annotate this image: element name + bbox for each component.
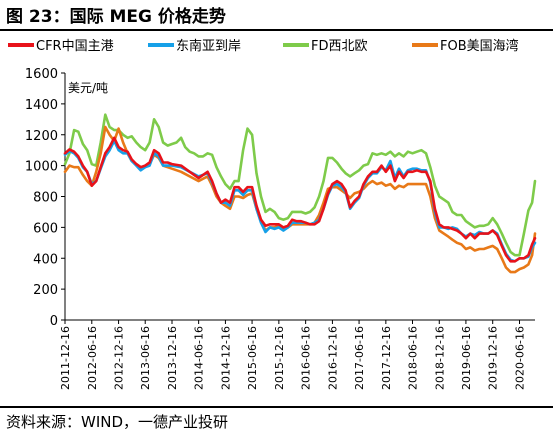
y-tick-label: 800 bbox=[33, 191, 58, 206]
x-tick-label: 2016-06-16 bbox=[300, 326, 313, 390]
x-tick-label: 2013-06-16 bbox=[139, 326, 152, 390]
x-tick-label: 2012-06-16 bbox=[86, 326, 99, 390]
x-tick-label: 2019-12-16 bbox=[487, 326, 500, 390]
x-tick-label: 2017-06-16 bbox=[353, 326, 366, 390]
x-tick-label: 2013-12-16 bbox=[166, 326, 179, 390]
x-tick-label: 2015-12-16 bbox=[273, 326, 286, 390]
title-rule bbox=[0, 29, 553, 31]
x-axis: 2011-12-16 2012-06-16 2012-12-16 2013-06-16… bbox=[59, 319, 535, 390]
x-tick-label: 2018-06-16 bbox=[406, 326, 419, 390]
y-tick-label: 1200 bbox=[25, 129, 58, 144]
x-tick-label: 2018-12-16 bbox=[433, 326, 446, 390]
plot-lines bbox=[63, 113, 537, 274]
legend-label: 东南亚到岸 bbox=[176, 38, 241, 54]
y-axis: 0 200 400 600 800 1000 1200 1400 1600 bbox=[25, 67, 66, 329]
legend-label: FD西北欧 bbox=[311, 39, 368, 54]
y-tick-label: 1000 bbox=[25, 160, 58, 175]
series-line bbox=[63, 136, 537, 263]
y-tick-label: 1400 bbox=[25, 98, 58, 113]
figure-source: 资料来源：WIND，一德产业投研 bbox=[6, 413, 229, 431]
x-tick-label: 2017-12-16 bbox=[380, 326, 393, 390]
source-rule bbox=[0, 406, 553, 408]
line-chart: CFR中国主港 东南亚到岸 FD西北欧 FOB美国海湾 美元/吨 0 200 400 600… bbox=[8, 38, 537, 390]
x-tick-label: 2019-06-16 bbox=[460, 326, 473, 390]
series-line bbox=[63, 125, 537, 274]
x-tick-label: 2011-12-16 bbox=[59, 326, 72, 390]
legend-label: CFR中国主港 bbox=[36, 39, 114, 54]
series-line bbox=[63, 113, 537, 257]
y-axis-unit-label: 美元/吨 bbox=[68, 81, 108, 95]
x-tick-label: 2020-06-16 bbox=[513, 326, 526, 390]
legend: CFR中国主港 东南亚到岸 FD西北欧 FOB美国海湾 bbox=[8, 38, 519, 54]
y-tick-label: 200 bbox=[33, 283, 58, 298]
figure-title: 图 23：国际 MEG 价格走势 bbox=[6, 7, 226, 27]
x-tick-label: 2015-06-16 bbox=[246, 326, 259, 390]
x-tick-label: 2014-12-16 bbox=[219, 326, 232, 390]
y-tick-label: 0 bbox=[50, 314, 58, 329]
x-tick-label: 2016-12-16 bbox=[326, 326, 339, 390]
y-tick-label: 600 bbox=[33, 221, 58, 236]
y-tick-label: 400 bbox=[33, 252, 58, 267]
x-tick-label: 2012-12-16 bbox=[113, 326, 126, 390]
y-tick-label: 1600 bbox=[25, 67, 58, 82]
series-line bbox=[63, 139, 537, 263]
x-tick-label: 2014-06-16 bbox=[193, 326, 206, 390]
legend-label: FOB美国海湾 bbox=[440, 38, 519, 54]
